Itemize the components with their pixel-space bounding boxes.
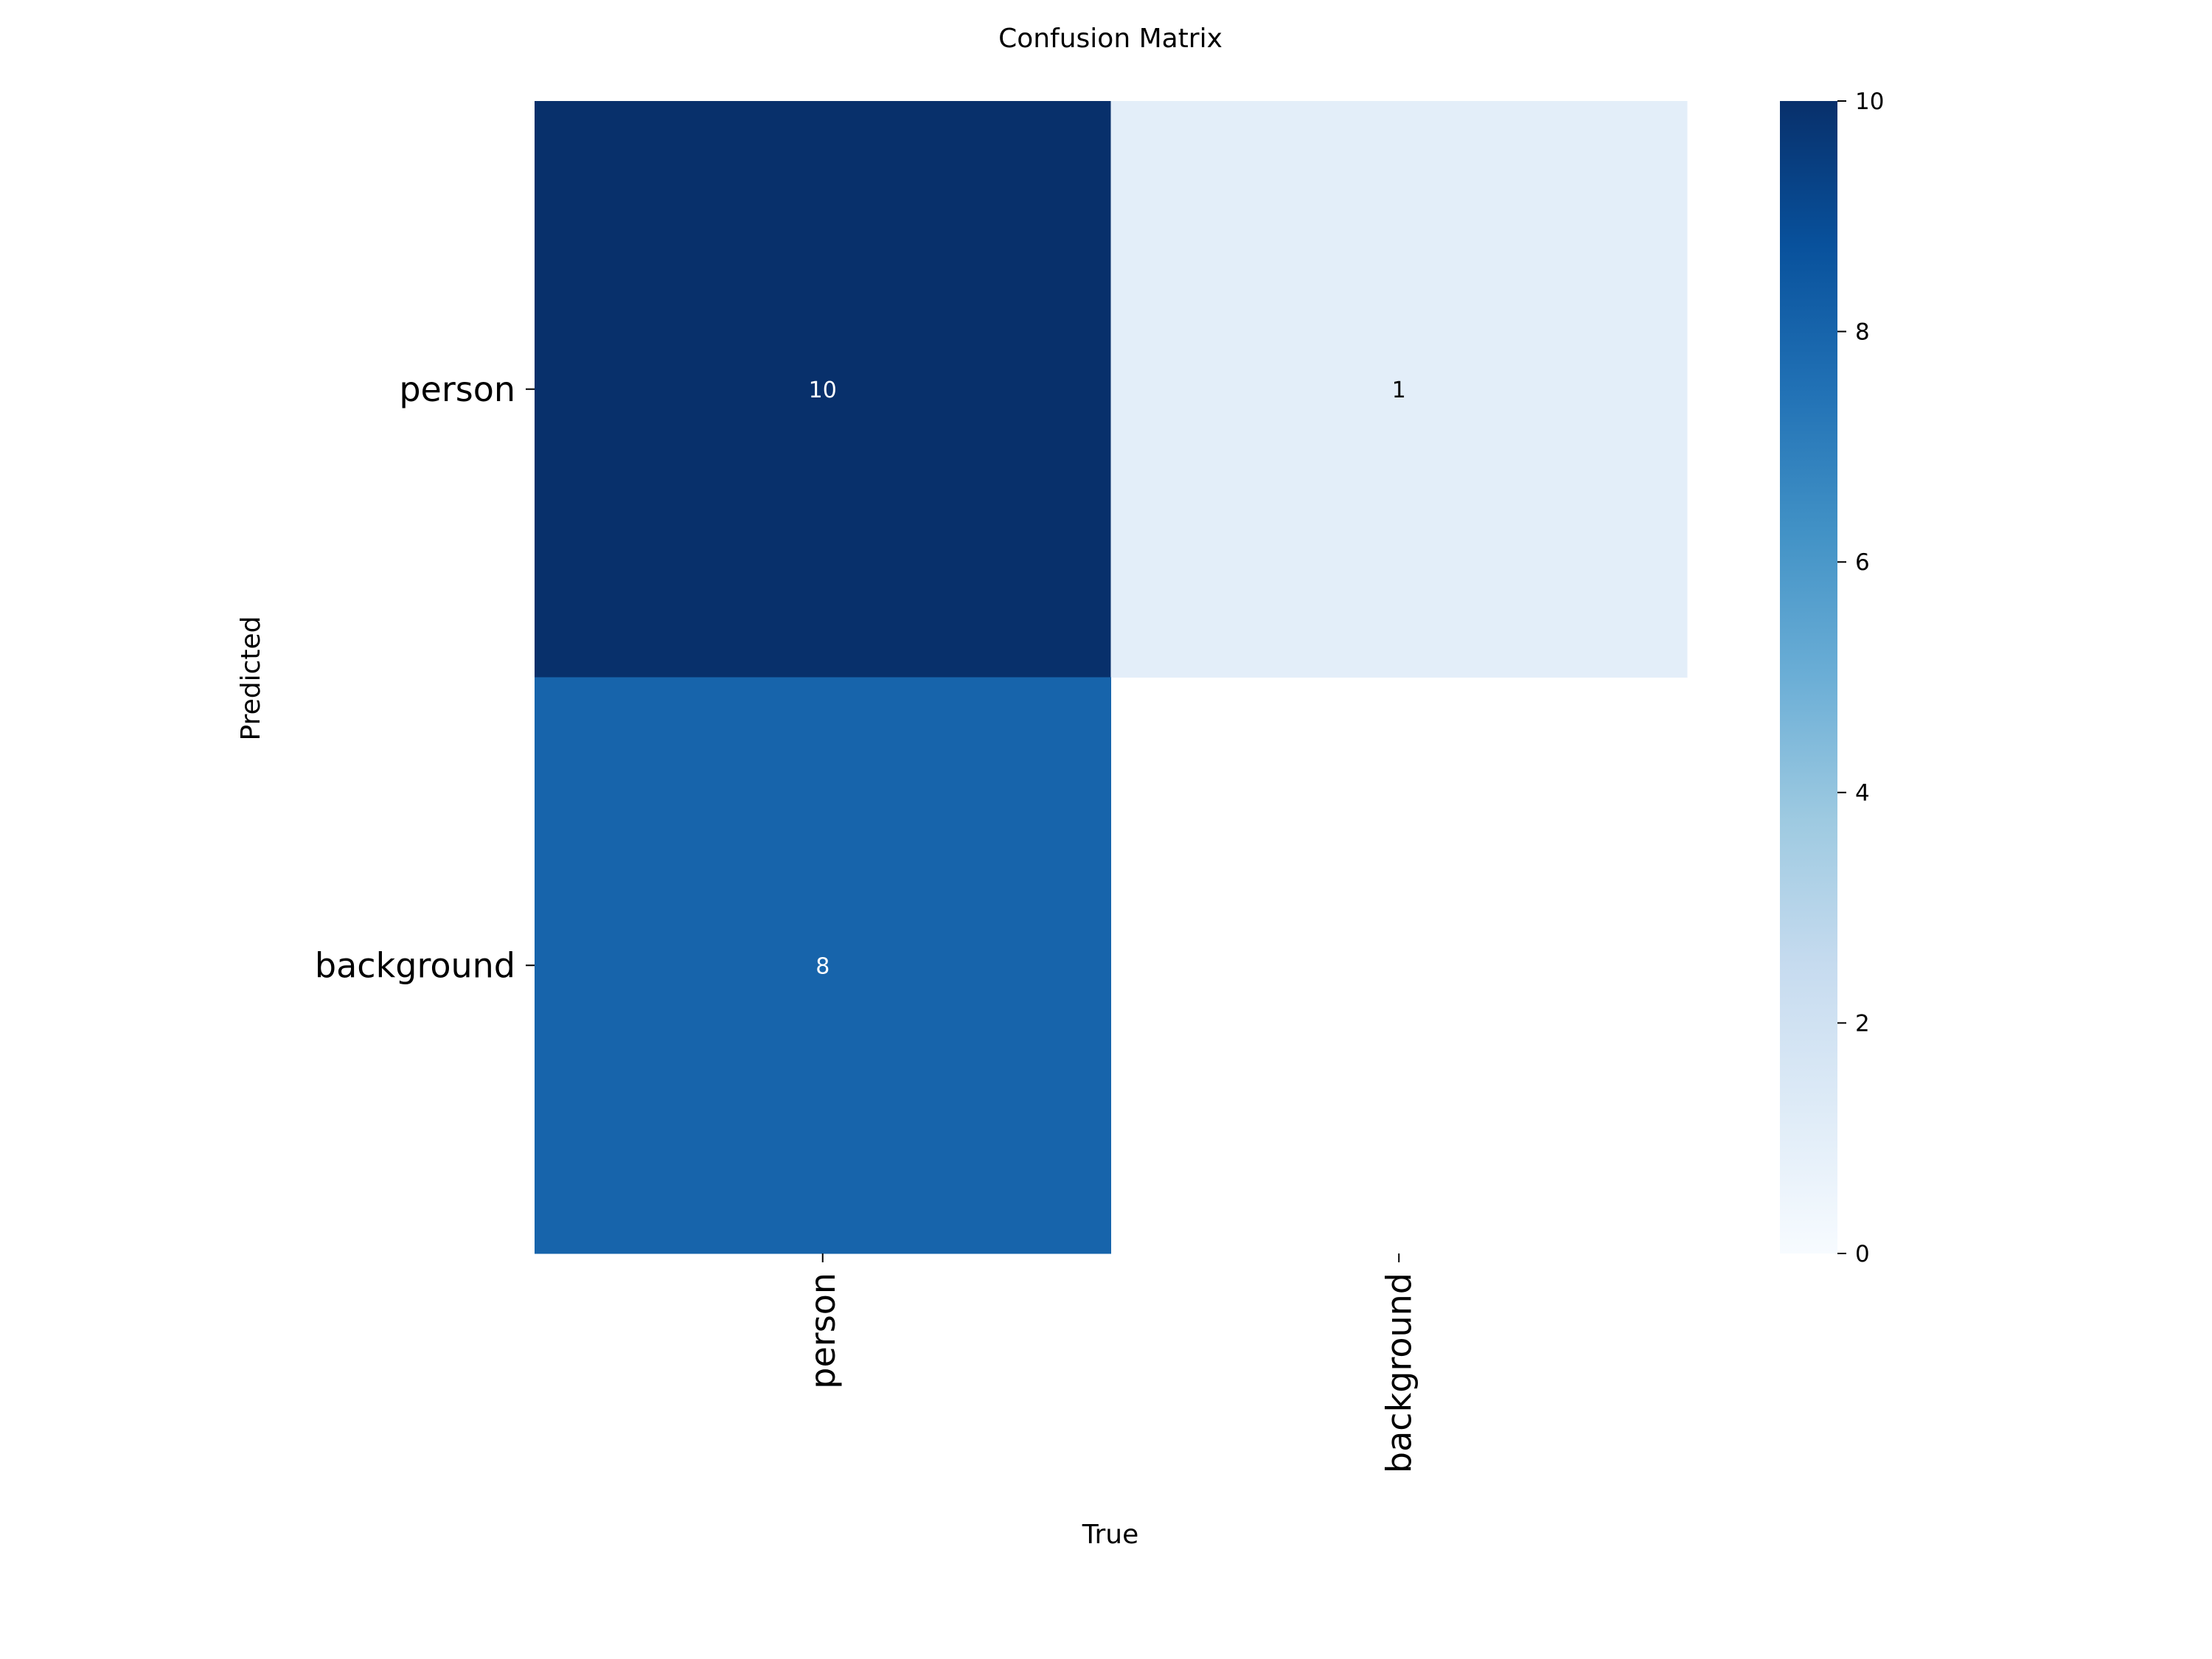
heatmap-cell (535, 101, 1111, 678)
y-axis-label: Predicted (236, 616, 266, 741)
chart-title: Confusion Matrix (998, 24, 1222, 54)
colorbar-tick-label: 6 (1855, 549, 1870, 576)
x-axis-label: True (1082, 1520, 1138, 1550)
cell-value-label: 10 (809, 378, 837, 403)
y-tick-label: person (399, 369, 515, 409)
colorbar-tick-label: 0 (1855, 1241, 1870, 1267)
x-tick-label: person (803, 1273, 843, 1389)
colorbar-tick-label: 10 (1855, 88, 1884, 115)
heatmap-cell (535, 677, 1111, 1254)
cell-value-label: 8 (815, 953, 830, 979)
cell-value-label: 1 (1392, 378, 1406, 403)
heatmap-cell (1110, 101, 1688, 678)
colorbar-tick-label: 8 (1855, 319, 1870, 346)
x-tick-label: background (1379, 1273, 1419, 1473)
y-tick-label: background (315, 945, 515, 985)
colorbar-tick-label: 4 (1855, 780, 1870, 807)
colorbar (1780, 101, 1837, 1253)
colorbar-tick-label: 2 (1855, 1010, 1870, 1037)
